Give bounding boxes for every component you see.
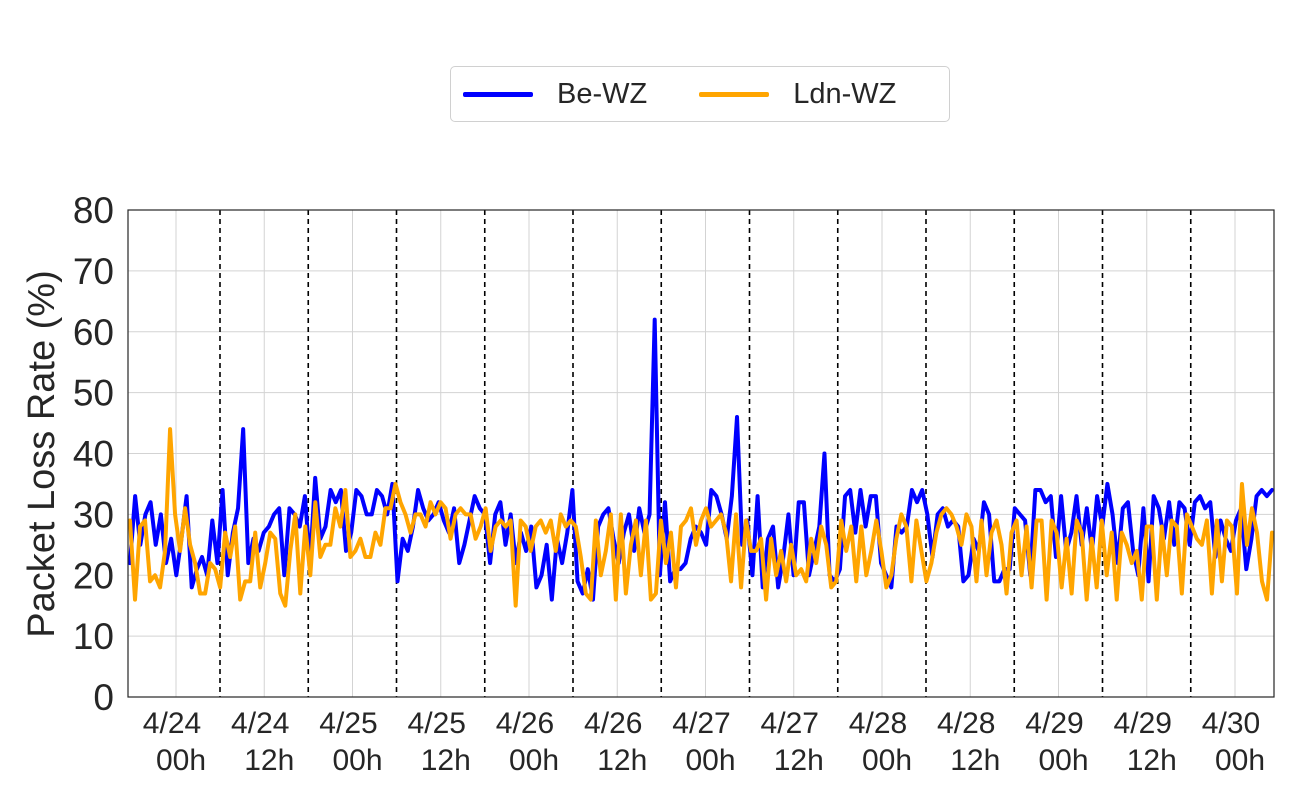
x-tick-hour: 00h <box>685 744 735 777</box>
plot-frame <box>127 209 1275 698</box>
y-axis-label: Packet Loss Rate (%) <box>21 270 63 637</box>
y-tick-label: 50 <box>73 373 114 414</box>
x-tick-date: 4/26 <box>496 707 554 740</box>
y-tick-label: 30 <box>73 494 114 535</box>
y-tick-label: 70 <box>73 251 114 292</box>
x-tick-date: 4/25 <box>319 707 377 740</box>
legend-swatch-be-wz <box>463 91 533 97</box>
x-tick-hour: 00h <box>332 744 382 777</box>
series-line-ldn-wz <box>128 427 1274 608</box>
x-tick-date: 4/27 <box>672 707 730 740</box>
x-tick-date: 4/24 <box>231 707 289 740</box>
y-tick-label: 10 <box>73 616 114 657</box>
x-tick-hour: 12h <box>597 744 647 777</box>
x-tick-hour: 00h <box>1215 744 1265 777</box>
x-tick-hour: 00h <box>862 744 912 777</box>
x-tick-labels: 4/24 00h 4/24 12h 4/25 00h 4/25 12h 4/26 00h 4/26 1… <box>143 707 1265 777</box>
y-tick-label: 40 <box>73 434 114 475</box>
x-tick-hour: 12h <box>1127 744 1177 777</box>
x-tick-hour: 12h <box>244 744 294 777</box>
x-tick-date: 4/29 <box>1025 707 1083 740</box>
x-tick-date: 4/28 <box>849 707 907 740</box>
x-tick-hour: 00h <box>156 744 206 777</box>
x-tick-date: 4/27 <box>761 707 819 740</box>
y-tick-label: 0 <box>93 677 114 718</box>
x-tick-date: 4/28 <box>937 707 995 740</box>
legend-swatch-ldn-wz <box>699 91 770 97</box>
x-tick-hour: 12h <box>774 744 824 777</box>
legend: Be-WZ Ldn-WZ <box>450 66 950 122</box>
x-tick-date: 4/24 <box>143 707 201 740</box>
legend-label-ldn-wz: Ldn-WZ <box>793 77 897 110</box>
x-tick-hour: 12h <box>421 744 471 777</box>
legend-item-ldn-wz: Ldn-WZ <box>687 78 896 111</box>
x-tick-hour: 00h <box>509 744 559 777</box>
x-tick-hour: 12h <box>950 744 1000 777</box>
y-tick-label: 60 <box>73 312 114 353</box>
grid <box>128 209 1274 698</box>
x-tick-date: 4/29 <box>1114 707 1172 740</box>
y-tick-labels: 0 10 20 30 40 50 60 70 80 <box>73 190 114 718</box>
legend-label-be-wz: Be-WZ <box>557 77 648 110</box>
x-tick-date: 4/30 <box>1202 707 1260 740</box>
y-tick-label: 20 <box>73 555 114 596</box>
y-tick-label: 80 <box>73 190 114 231</box>
legend-item-be-wz: Be-WZ <box>451 78 647 111</box>
x-tick-date: 4/25 <box>408 707 466 740</box>
series-lines <box>128 317 1274 608</box>
x-tick-date: 4/26 <box>584 707 642 740</box>
day-separators <box>219 210 1192 697</box>
x-tick-hour: 00h <box>1038 744 1088 777</box>
